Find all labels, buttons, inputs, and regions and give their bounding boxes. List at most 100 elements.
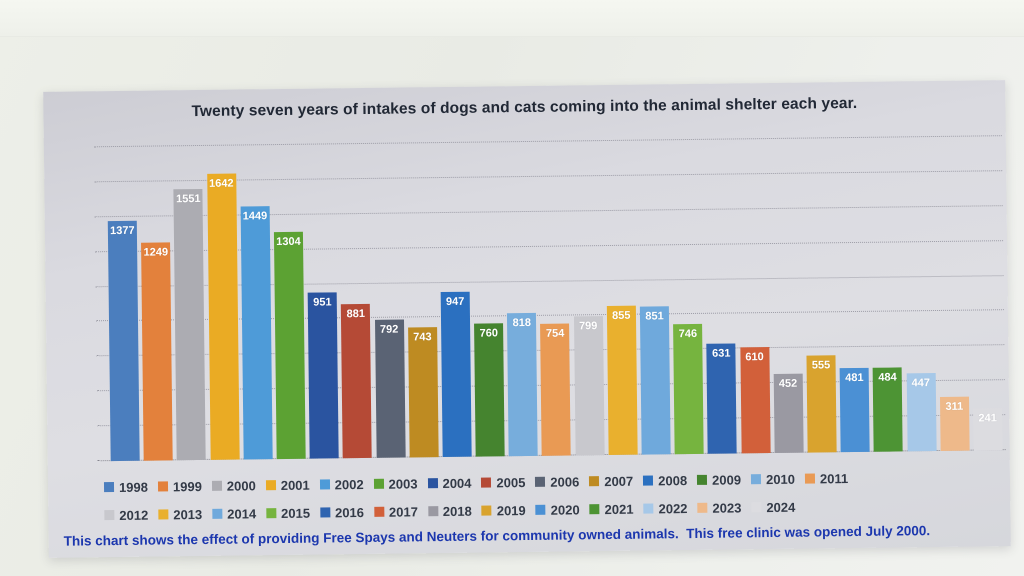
legend-item-2017: 2017 bbox=[373, 504, 418, 520]
legend-item-2004: 2004 bbox=[427, 475, 472, 491]
legend-swatch-icon bbox=[643, 503, 654, 514]
legend-swatch-icon bbox=[804, 473, 816, 484]
bar-value-label: 484 bbox=[878, 371, 897, 384]
legend-item-2008: 2008 bbox=[643, 473, 687, 489]
bar-value-label: 452 bbox=[778, 377, 798, 391]
legend-swatch-icon bbox=[319, 507, 331, 518]
legend-label: 2023 bbox=[712, 499, 742, 516]
legend-label: 2020 bbox=[550, 501, 580, 518]
bar-2017: 610 bbox=[739, 346, 771, 454]
legend-label: 2015 bbox=[281, 505, 311, 521]
bar-2019: 555 bbox=[806, 355, 837, 453]
bar-value-label: 1249 bbox=[143, 246, 169, 259]
bar-1998: 1377 bbox=[107, 220, 140, 462]
legend-label: 2006 bbox=[550, 473, 580, 490]
bar-value-label: 881 bbox=[346, 308, 365, 321]
legend-item-2022: 2022 bbox=[643, 501, 688, 517]
bar-value-label: 1449 bbox=[242, 210, 268, 223]
bar-2012: 799 bbox=[573, 315, 605, 456]
legend-item-2009: 2009 bbox=[697, 472, 741, 488]
legend-label: 2010 bbox=[765, 471, 796, 487]
bar-value-label: 241 bbox=[978, 412, 997, 425]
legend-item-2018: 2018 bbox=[427, 503, 472, 519]
bar-2007: 743 bbox=[407, 327, 439, 458]
legend-swatch-icon bbox=[589, 504, 600, 515]
legend-swatch-icon bbox=[589, 476, 600, 487]
legend-item-2001: 2001 bbox=[265, 477, 310, 493]
legend-swatch-icon bbox=[373, 478, 384, 489]
bar-value-label: 1551 bbox=[176, 193, 201, 206]
legend-swatch-icon bbox=[157, 481, 169, 492]
legend-label: 2002 bbox=[334, 476, 364, 492]
legend-swatch-icon bbox=[212, 508, 223, 519]
bar-value-label: 754 bbox=[545, 328, 565, 341]
bar-value-label: 311 bbox=[945, 400, 964, 413]
legend-swatch-icon bbox=[697, 502, 708, 513]
legend-swatch-icon bbox=[158, 509, 169, 520]
legend-label: 2005 bbox=[496, 474, 526, 490]
legend-label: 2024 bbox=[766, 499, 796, 515]
bar-value-label: 818 bbox=[512, 317, 532, 330]
bar-value-label: 447 bbox=[911, 377, 931, 390]
legend-item-2016: 2016 bbox=[319, 504, 365, 521]
bar-value-label: 1377 bbox=[110, 224, 135, 237]
legend-item-2010: 2010 bbox=[750, 471, 796, 487]
bar-2010: 818 bbox=[507, 313, 538, 457]
bar-value-label: 1642 bbox=[209, 177, 234, 190]
bar-2008: 947 bbox=[440, 291, 472, 458]
bar-value-label: 481 bbox=[845, 371, 864, 385]
legend-swatch-icon bbox=[103, 482, 115, 493]
legend-item-2014: 2014 bbox=[212, 506, 256, 522]
bar-2000: 1551 bbox=[173, 189, 207, 461]
bar-value-label: 855 bbox=[612, 309, 631, 322]
legend-item-2005: 2005 bbox=[481, 475, 525, 491]
legend-swatch-icon bbox=[319, 479, 330, 490]
legend-label: 2018 bbox=[442, 503, 472, 519]
legend: 1998 1999 2000 2001 2002 2003 2004 2005 2006 2007… bbox=[103, 464, 859, 529]
legend-swatch-icon bbox=[643, 475, 654, 486]
bar-2011: 754 bbox=[540, 323, 572, 456]
legend-swatch-icon bbox=[427, 478, 438, 489]
legend-item-2002: 2002 bbox=[319, 476, 364, 493]
legend-label: 2016 bbox=[334, 504, 365, 520]
legend-swatch-icon bbox=[481, 505, 492, 516]
legend-item-2011: 2011 bbox=[804, 471, 848, 487]
legend-label: 2001 bbox=[280, 477, 310, 493]
legend-swatch-icon bbox=[751, 502, 762, 513]
bar-2001: 1642 bbox=[206, 173, 240, 460]
bar-value-label: 792 bbox=[379, 323, 399, 336]
bar-2020: 481 bbox=[839, 367, 870, 453]
bar-value-label: 610 bbox=[745, 350, 764, 363]
legend-label: 2013 bbox=[173, 506, 203, 522]
bar-value-label: 746 bbox=[678, 327, 698, 341]
bar-1999: 1249 bbox=[141, 242, 173, 461]
legend-item-2015: 2015 bbox=[266, 505, 310, 521]
legend-item-2024: 2024 bbox=[751, 499, 795, 515]
legend-label: 1999 bbox=[172, 478, 202, 494]
bar-2013: 855 bbox=[606, 305, 638, 456]
legend-item-2023: 2023 bbox=[697, 500, 741, 516]
legend-swatch-icon bbox=[697, 474, 708, 485]
legend-item-2020: 2020 bbox=[535, 501, 580, 518]
bar-2023: 311 bbox=[939, 396, 970, 451]
bar-value-label: 631 bbox=[712, 347, 731, 360]
legend-label: 2007 bbox=[604, 473, 634, 489]
legend-label: 2019 bbox=[496, 502, 526, 518]
legend-item-2019: 2019 bbox=[481, 502, 526, 519]
legend-label: 2008 bbox=[658, 472, 688, 488]
legend-item-2006: 2006 bbox=[535, 474, 579, 490]
legend-item-2003: 2003 bbox=[373, 475, 418, 492]
bar-2004: 951 bbox=[307, 292, 339, 459]
legend-swatch-icon bbox=[266, 508, 277, 519]
legend-item-1999: 1999 bbox=[157, 478, 202, 494]
legend-label: 2004 bbox=[442, 475, 472, 491]
bar-2006: 792 bbox=[374, 319, 406, 458]
bar-2003: 1304 bbox=[273, 231, 306, 460]
legend-label: 2009 bbox=[712, 471, 742, 488]
bar-2005: 881 bbox=[341, 304, 372, 459]
legend-label: 2003 bbox=[388, 475, 418, 492]
legend-item-2000: 2000 bbox=[211, 478, 256, 494]
bar-value-label: 947 bbox=[445, 295, 465, 308]
legend-swatch-icon bbox=[104, 510, 115, 521]
legend-swatch-icon bbox=[481, 477, 492, 488]
